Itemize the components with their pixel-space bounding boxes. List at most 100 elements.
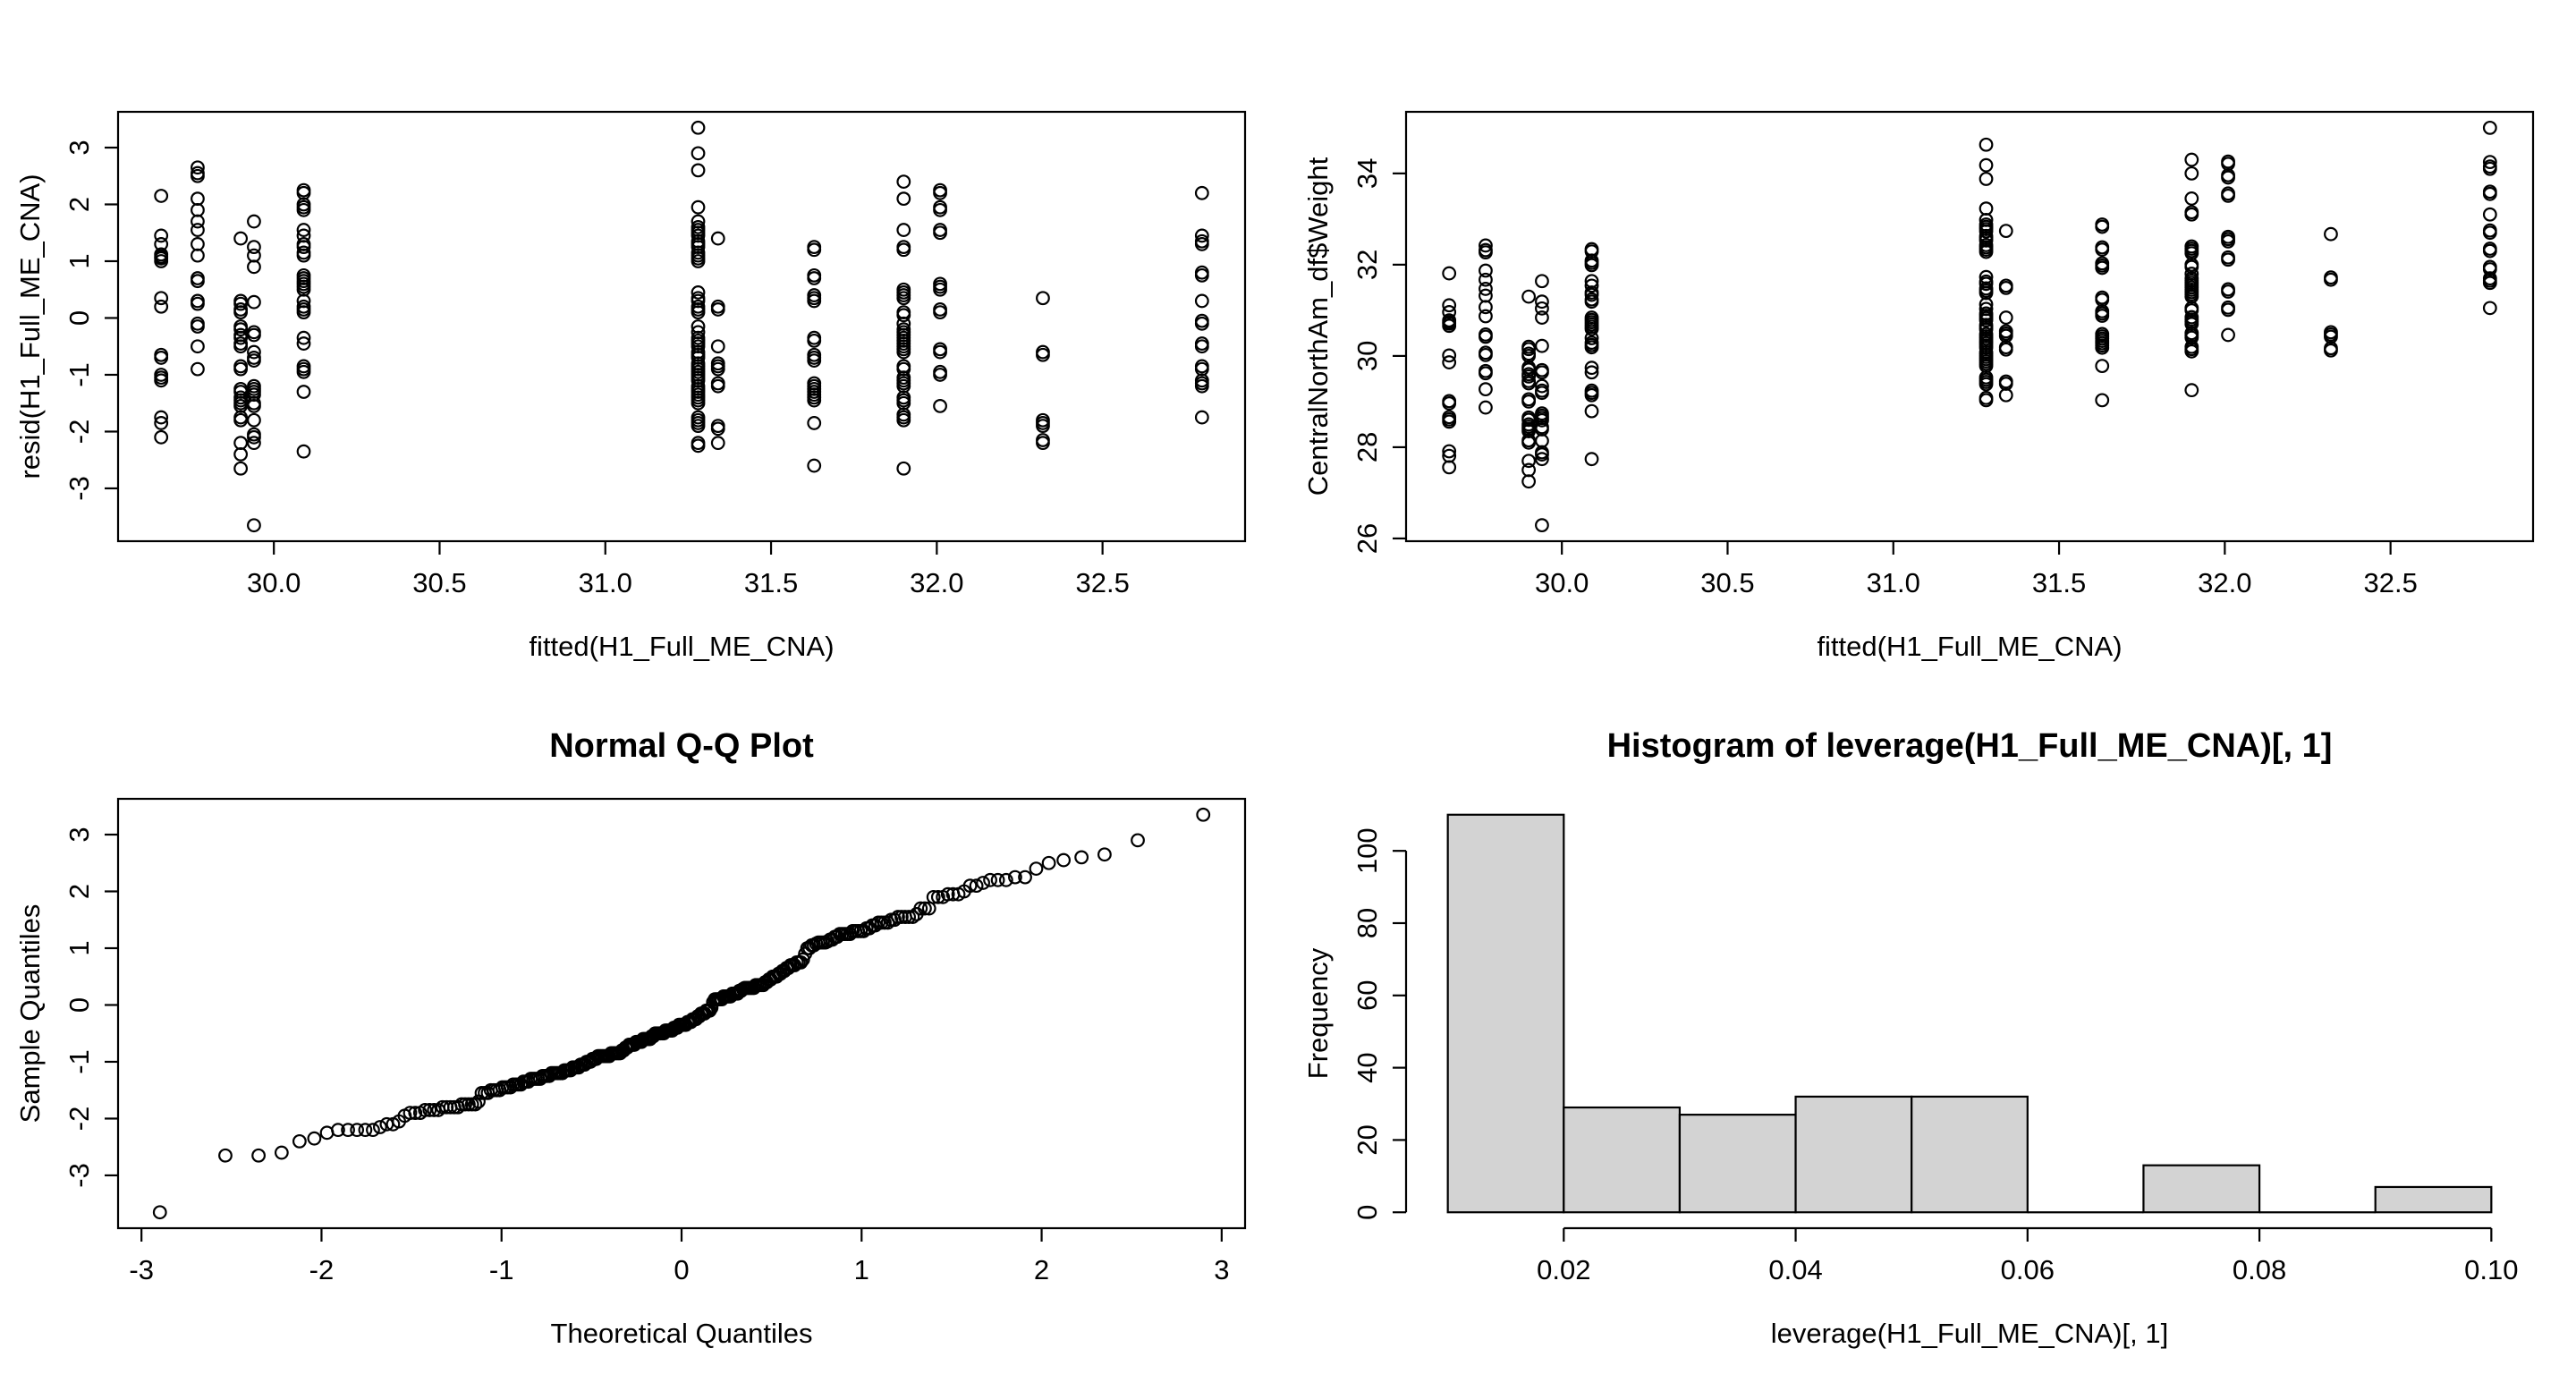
data-point [933,398,947,413]
data-point [1194,237,1209,251]
data-point [2184,344,2199,359]
y-tick-label: 28 [1352,432,1383,462]
x-axis-label: Theoretical Quantiles [551,1318,813,1349]
y-tick-label: 1 [64,940,95,955]
data-point [233,339,249,354]
data-point [191,339,205,354]
x-tick-label: 32.0 [910,567,963,598]
data-point [233,436,249,451]
data-point [1479,400,1493,415]
data-point [1194,339,1209,354]
data-point [691,438,706,454]
data-point [1521,435,1537,450]
data-point [296,364,311,379]
data-point [2482,120,2497,135]
data-point [1442,460,1457,475]
data-point [233,231,249,246]
panel-title: Histogram of leverage(H1_Full_ME_CNA)[, … [1607,727,2333,765]
data-point [1521,376,1537,391]
data-point [969,878,984,894]
data-point [1535,274,1549,289]
data-point [1442,355,1457,369]
data-point [1036,419,1050,434]
x-tick-label: 30.5 [1700,567,1754,598]
panel-residuals-vs-fitted: 30.0 30.5 31.0 31.5 32.0 32.5 -3 -2 -1 0 1 2 3 fitted… [14,110,1247,662]
data-point [2184,207,2199,222]
data-point [2482,207,2497,222]
data-point [1998,387,2013,403]
y-tick-label: 80 [1352,908,1383,938]
data-point [1521,474,1537,489]
histogram-bar [1563,1106,1682,1214]
data-point [154,429,169,445]
data-point [1521,454,1537,469]
x-tick-label: -2 [309,1254,335,1285]
data-point [990,872,1005,887]
data-point [247,240,261,255]
data-point [691,146,706,161]
data-point [1479,263,1493,278]
data-point [1521,342,1537,357]
data-point [422,1103,437,1117]
data-point [691,120,706,135]
data-point [807,242,822,258]
data-point [408,1106,423,1121]
data-point [1442,414,1457,429]
histogram-bar [2142,1164,2261,1214]
data-point [1979,137,1994,152]
data-point [418,1103,433,1117]
data-point [2095,242,2110,257]
data-point [2482,243,2497,259]
data-point [1097,847,1112,862]
data-point [191,274,205,289]
data-point [710,339,725,354]
x-axis-label: leverage(H1_Full_ME_CNA)[, 1] [1771,1318,2169,1349]
y-tick-label: 34 [1352,158,1383,189]
x-tick-label: 30.5 [412,567,466,598]
y-axis-label: Sample Quantiles [14,904,46,1124]
data-point [1479,300,1493,315]
data-point [691,305,706,320]
data-point [2221,170,2235,185]
data-point [154,416,169,430]
data-point [807,393,822,408]
data-point [296,330,311,345]
data-point [358,1123,373,1138]
data-point [1535,338,1549,353]
data-point [2221,188,2235,203]
data-point [2482,186,2497,201]
data-point [1194,410,1209,425]
data-point [1041,855,1056,870]
y-tick-label: 30 [1352,341,1383,371]
data-point [1979,224,1994,239]
data-point [247,248,261,263]
data-point [2221,252,2235,267]
data-point [2221,233,2235,249]
x-tick-label: 31.5 [2032,567,2086,598]
data-point [1584,340,1599,355]
plot-box [1404,110,2535,543]
y-tick-label: -3 [64,1163,95,1188]
data-point [2184,152,2199,167]
data-point [191,168,205,183]
data-point [1535,365,1549,380]
data-point [341,1123,355,1138]
data-point [807,353,822,368]
data-point [1584,331,1599,345]
data-point [1979,393,1994,408]
data-point [247,344,261,360]
x-tick-label: 30.0 [1535,567,1589,598]
data-point [1442,318,1457,334]
y-tick-label: 32 [1352,250,1383,280]
data-point [233,322,249,337]
data-point [1036,291,1050,306]
data-point [691,254,706,268]
plot-box [116,110,1247,543]
data-point [1194,228,1209,243]
data-point [154,228,169,243]
data-point [1036,347,1050,362]
y-tick-label: -1 [64,362,95,387]
data-point [807,271,822,285]
